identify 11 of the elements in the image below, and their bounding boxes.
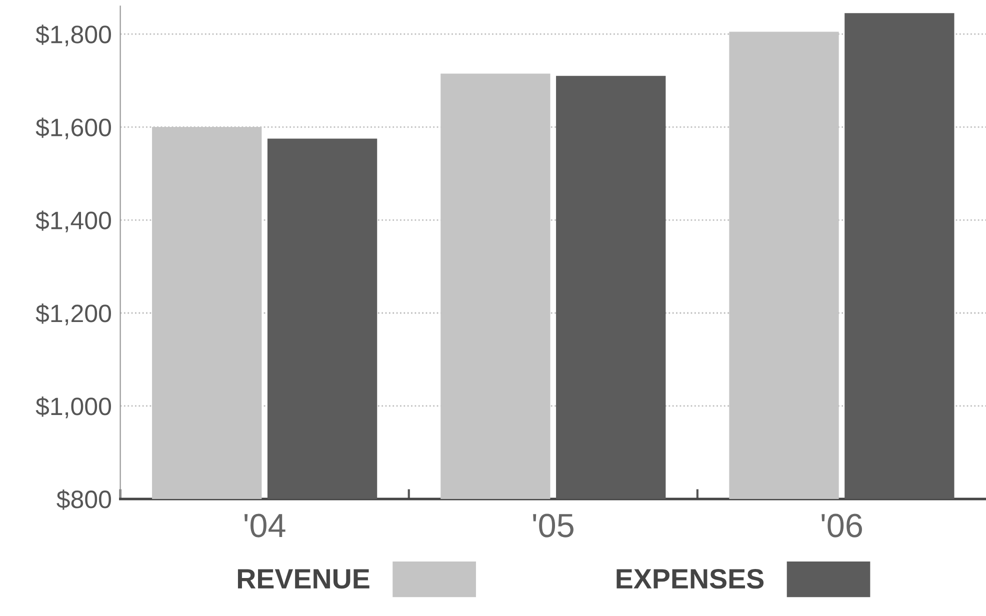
y-tick-label: $1,400 [36,210,111,232]
y-tick-label: $1,200 [36,304,111,326]
y-tick-label: $800 [56,490,111,510]
y-tick-label: $1,800 [36,24,111,46]
y-tick-label: $1,000 [36,396,111,418]
x-tick-label: '04 [244,514,286,538]
legend-label: REVENUE [238,569,370,589]
x-tick-label: '06 [822,514,862,538]
y-tick-label: $1,600 [36,118,111,140]
legend-label: EXPENSES [616,569,764,589]
x-tick-label: '05 [533,514,574,538]
